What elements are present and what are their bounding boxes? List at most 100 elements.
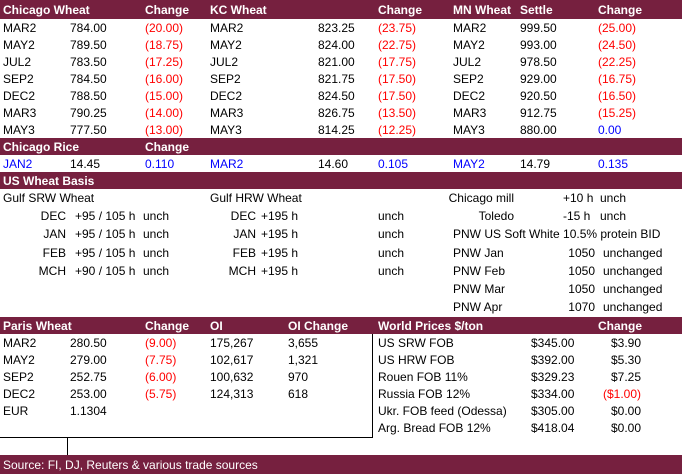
cell: unch <box>143 227 170 242</box>
cell: 14.60 <box>318 156 349 171</box>
cell: DEC <box>230 209 256 224</box>
cell: DEC2 <box>3 387 36 401</box>
cell: SEP2 <box>3 370 34 384</box>
cell: unch <box>378 263 405 278</box>
cell: MAY3 <box>3 122 35 137</box>
cell: 0.105 <box>378 156 409 171</box>
cell: 821.00 <box>318 54 355 69</box>
cell: -15 h <box>563 209 591 224</box>
header: Change <box>145 318 190 333</box>
cell: unchanged <box>603 300 663 315</box>
cell: 0.135 <box>598 156 629 171</box>
cell: 1070 <box>568 300 595 315</box>
cell: 999.50 <box>520 20 557 35</box>
cell: MAY2 <box>210 37 242 52</box>
cell: MAY3 <box>453 122 485 137</box>
cell: JUL2 <box>453 54 482 69</box>
cell: 993.00 <box>520 37 557 52</box>
header-bar <box>0 0 682 19</box>
cell: 784.50 <box>70 71 107 86</box>
cell: EUR <box>3 404 29 418</box>
cell: 3,655 <box>288 336 319 350</box>
header: Change <box>145 3 190 17</box>
cell: +95 / 105 h <box>75 245 136 260</box>
cell: 102,617 <box>210 353 254 367</box>
cell: JAN <box>233 227 256 242</box>
header: World Prices $/ton <box>378 318 484 333</box>
cell: unch <box>600 209 627 224</box>
cell: (16.50) <box>598 88 637 103</box>
cell: US SRW FOB <box>378 336 454 350</box>
cell: MAY2 <box>3 353 35 367</box>
cell: 1050 <box>568 282 595 296</box>
cell: Chicago mill <box>448 191 514 205</box>
cell: unchanged <box>603 263 663 278</box>
cell: PNW Feb <box>453 263 506 278</box>
cell: (7.75) <box>145 353 177 367</box>
cell: MAR3 <box>3 105 37 120</box>
cell: (9.00) <box>145 336 177 350</box>
cell: 100,632 <box>210 370 254 384</box>
header: Change <box>145 139 190 154</box>
cell: 0.110 <box>145 156 175 171</box>
cell: MAR2 <box>210 20 244 35</box>
cell: MAY3 <box>210 122 242 137</box>
header: Chicago Wheat <box>3 3 90 17</box>
header: OI <box>210 318 223 333</box>
cell: 824.00 <box>318 37 355 52</box>
header-bar <box>0 317 682 334</box>
cell: MAR3 <box>210 105 244 120</box>
cell: +95 / 105 h <box>75 227 136 242</box>
cell: (15.00) <box>145 88 184 103</box>
cell: (16.00) <box>145 71 184 86</box>
cell: $305.00 <box>531 404 575 418</box>
divider <box>0 437 373 438</box>
cell: (16.75) <box>598 71 637 86</box>
cell: US HRW FOB <box>378 353 455 367</box>
cell: 929.00 <box>520 71 557 86</box>
cell: (22.75) <box>378 37 417 52</box>
cell: +195 h <box>261 227 299 242</box>
cell: 824.50 <box>318 88 355 103</box>
cell: unch <box>378 227 405 242</box>
cell: MAR2 <box>3 336 37 350</box>
cell: (12.25) <box>378 122 417 137</box>
cell: $0.00 <box>610 421 641 435</box>
cell: +90 / 105 h <box>75 263 136 278</box>
cell: unchanged <box>603 245 663 260</box>
cell: unch <box>143 209 170 224</box>
cell: 1.1304 <box>70 404 107 418</box>
cell: JAN <box>43 227 66 242</box>
divider <box>67 437 68 455</box>
cell: Toledo <box>478 209 514 224</box>
cell: 14.45 <box>70 156 101 171</box>
section-title: Gulf HRW Wheat <box>210 191 302 205</box>
cell: (24.50) <box>598 37 637 52</box>
cell: $418.04 <box>531 421 575 435</box>
cell: 175,267 <box>210 336 254 350</box>
cell: unchanged <box>603 282 663 296</box>
header: Paris Wheat <box>3 318 72 333</box>
cell: 618 <box>288 387 309 401</box>
cell: 777.50 <box>70 122 107 137</box>
header: Change <box>598 318 643 333</box>
cell: 920.50 <box>520 88 557 103</box>
cell: 784.00 <box>70 20 107 35</box>
header: MN Wheat <box>453 3 511 17</box>
cell: +195 h <box>261 245 299 260</box>
header: Change <box>378 3 423 17</box>
cell: 1050 <box>568 245 595 260</box>
cell: 279.00 <box>70 353 107 367</box>
cell: FEB <box>42 245 66 260</box>
cell: ($1.00) <box>602 387 641 401</box>
cell: JUL2 <box>3 54 32 69</box>
header: OI Change <box>288 318 349 333</box>
cell: (17.50) <box>378 71 417 86</box>
header: KC Wheat <box>210 3 267 17</box>
cell: 280.50 <box>70 336 107 350</box>
cell: 912.75 <box>520 105 557 120</box>
cell: MAR2 <box>453 20 487 35</box>
cell: (20.00) <box>145 20 184 35</box>
cell: $0.00 <box>610 404 641 418</box>
